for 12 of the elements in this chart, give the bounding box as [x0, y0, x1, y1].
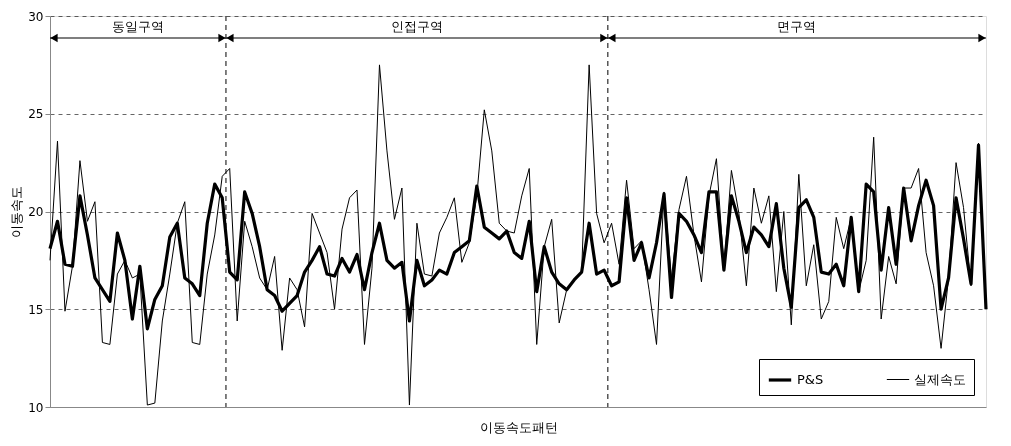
x-axis-title: 이동속도패턴: [479, 419, 558, 435]
y-axis-title: 이동속도: [9, 186, 25, 238]
y-tick-label: 10: [28, 400, 44, 415]
annotation: 동일구역: [111, 19, 164, 34]
annotation: 면구역: [777, 19, 817, 34]
annotation: 인접구역: [390, 19, 443, 34]
y-tick-label: 15: [28, 302, 44, 317]
y-tick-label: 25: [28, 107, 44, 122]
legend-label: 실제속도: [914, 371, 966, 387]
y-tick-label: 20: [28, 205, 44, 219]
y-tick-label: 30: [28, 9, 44, 24]
legend-label: P&S: [797, 372, 824, 387]
